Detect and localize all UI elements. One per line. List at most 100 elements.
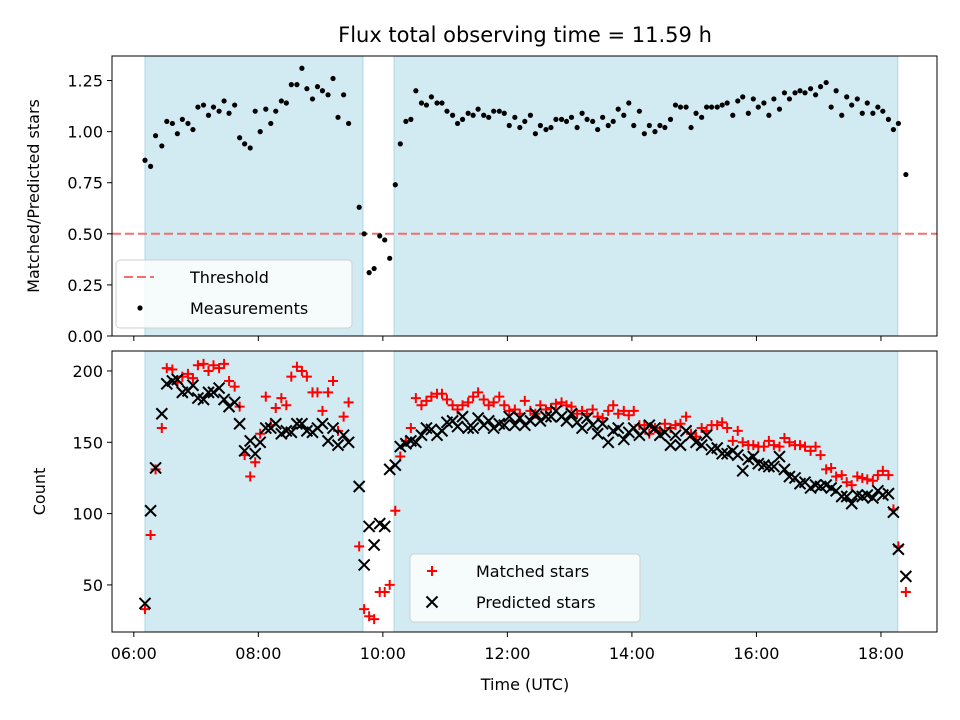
matched-stars-point-30: [296, 365, 307, 376]
measurements-point-9: [190, 126, 196, 133]
matched-stars-point-69: [504, 405, 515, 416]
predicted-stars-point-76: [539, 410, 553, 423]
measurements-point-143: [890, 126, 897, 133]
measurements-point-24: [268, 120, 274, 127]
measurements-point-108: [709, 104, 715, 110]
measurements-point-55: [434, 100, 440, 106]
predicted-stars-point-99: [658, 426, 672, 439]
measurements-point-60: [459, 116, 466, 122]
x-tick-label: 14:00: [609, 644, 655, 663]
predicted-stars-point-29: [290, 417, 304, 430]
matched-stars-point-41: [359, 604, 370, 615]
predicted-stars-point-11: [197, 393, 210, 406]
matched-stars-point-21: [250, 457, 261, 468]
matched-stars-point-132: [831, 471, 842, 482]
measurements-point-113: [735, 98, 741, 104]
predicted-stars-point-35: [321, 434, 335, 448]
predicted-stars-point-65: [482, 414, 495, 428]
matched-stars-point-88: [603, 405, 614, 416]
count-y-axis-label: Count: [30, 468, 49, 516]
predicted-stars-point-93: [627, 421, 640, 435]
measurements-point-145: [903, 171, 909, 178]
measurements-point-26: [278, 98, 284, 104]
predicted-stars-point-15: [217, 393, 231, 406]
matched-stars-point-16: [224, 375, 235, 386]
predicted-stars-point-17: [228, 396, 241, 409]
measurements-point-5: [169, 120, 175, 127]
measurements-point-100: [667, 116, 674, 122]
measurements-point-124: [792, 90, 798, 96]
predicted-stars-point-12: [202, 386, 215, 399]
predicted-stars-point-18: [233, 417, 246, 430]
measurements-point-30: [299, 65, 305, 71]
measurements-point-130: [823, 79, 829, 86]
predicted-stars-point-60: [456, 410, 469, 423]
matched-stars-point-126: [800, 441, 810, 452]
predicted-stars-point-47: [389, 458, 402, 472]
measurements-point-68: [501, 110, 507, 116]
predicted-stars-point-83: [575, 421, 589, 435]
predicted-stars-point-81: [565, 407, 578, 420]
measurements-point-41: [361, 231, 367, 237]
predicted-stars-point-21: [249, 447, 262, 460]
measurements-point-106: [699, 114, 705, 120]
measurements-point-128: [812, 92, 819, 98]
matched-stars-point-121: [774, 441, 785, 452]
legend-threshold-label: Threshold: [189, 268, 269, 287]
y-tick-label: 0.00: [67, 327, 103, 346]
measurements-point-74: [532, 131, 538, 137]
measurements-point-63: [475, 106, 481, 112]
measurements-point-133: [839, 112, 845, 118]
predicted-stars-point-3: [155, 407, 169, 420]
measurements-point-85: [590, 118, 596, 125]
matched-stars-point-131: [826, 462, 837, 473]
matched-stars-point-101: [670, 420, 681, 431]
matched-stars-point-111: [722, 423, 733, 434]
ratio-y-axis-label: Matched/Predicted stars: [24, 99, 43, 293]
measurements-point-1: [148, 163, 154, 169]
matched-stars-point-60: [457, 400, 468, 411]
predicted-stars-point-110: [715, 447, 729, 460]
measurements-point-35: [325, 92, 331, 98]
measurements-point-132: [833, 88, 839, 94]
measurements-point-31: [304, 86, 310, 92]
predicted-stars-point-28: [285, 426, 298, 439]
predicted-stars-point-120: [767, 460, 781, 473]
predicted-stars-point-30: [295, 417, 309, 430]
measurements-point-129: [817, 84, 824, 90]
predicted-stars-point-52: [415, 428, 428, 442]
matched-stars-point-116: [748, 440, 759, 451]
measurements-point-69: [506, 122, 512, 129]
matched-stars-point-1: [145, 530, 156, 541]
measurements-point-73: [527, 112, 534, 118]
predicted-stars-point-113: [731, 448, 744, 462]
predicted-stars-point-19: [238, 444, 251, 458]
predicted-stars-point-45: [378, 520, 391, 533]
y-tick-label: 0.50: [67, 225, 103, 244]
measurements-point-86: [595, 126, 601, 133]
predicted-stars-point-56: [435, 424, 449, 438]
observing-window-2: [393, 55, 899, 337]
measurements-point-53: [423, 102, 430, 108]
x-tick-label: 12:00: [484, 644, 530, 663]
matched-stars-point-99: [659, 418, 670, 429]
measurements-point-119: [766, 112, 772, 118]
predicted-stars-point-9: [186, 379, 200, 392]
matched-stars-point-87: [597, 413, 608, 424]
matched-stars-point-2: [150, 464, 161, 475]
y-tick-label: 50: [83, 576, 103, 595]
matched-stars-point-0: [140, 604, 150, 615]
matched-stars-point-15: [219, 358, 230, 369]
matched-stars-point-112: [727, 435, 738, 446]
matched-stars-point-125: [795, 440, 806, 451]
measurements-point-75: [537, 122, 543, 129]
measurements-point-4: [164, 118, 170, 125]
predicted-stars-point-85: [586, 418, 599, 432]
measurements-point-66: [491, 108, 497, 114]
measurements-point-51: [413, 88, 419, 94]
measurements-point-89: [610, 118, 616, 125]
predicted-stars-point-100: [664, 438, 677, 452]
matched-stars-point-129: [815, 450, 826, 461]
predicted-stars-point-144: [892, 543, 905, 556]
predicted-stars-point-73: [524, 414, 537, 428]
